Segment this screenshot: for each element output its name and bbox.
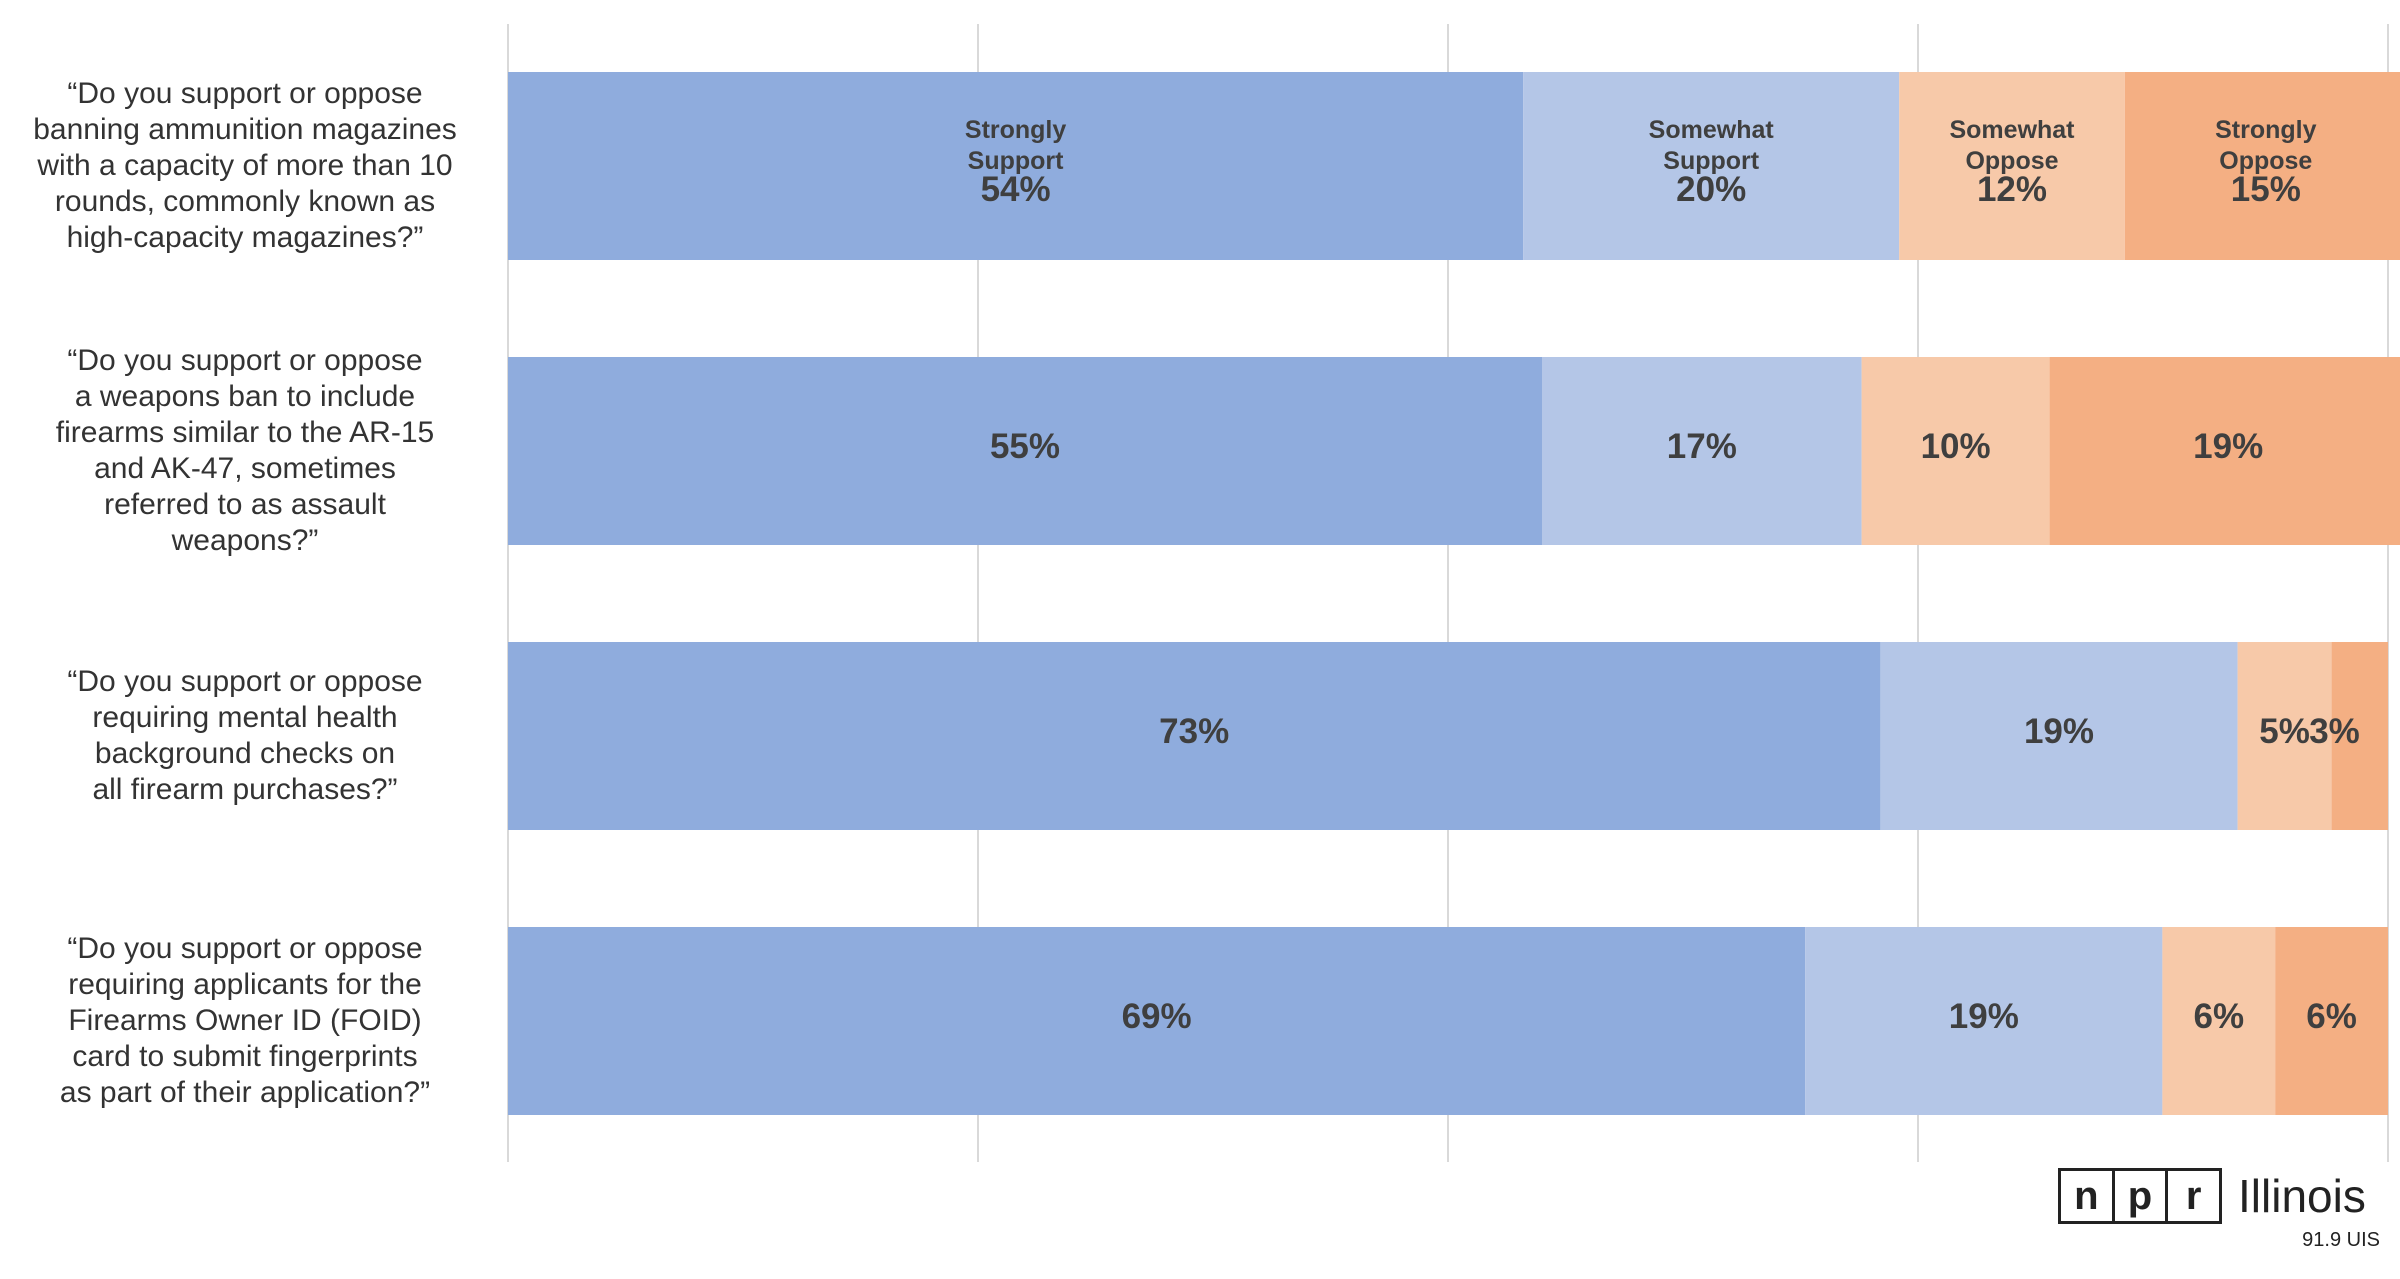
series-name-label: Support [968,147,1064,175]
series-name-label: Strongly [965,116,1066,144]
question-line: firearms similar to the AR-15 [55,416,435,449]
bar-segment [2275,927,2388,1115]
bar-segment [1899,72,2125,260]
series-name-label: Oppose [1965,147,2058,175]
logo-name: Illinois [2238,1170,2366,1222]
question-line: “Do you support or oppose [67,932,423,965]
bar-segment [2124,72,2400,260]
bar-segment [508,642,1881,830]
series-name-label: Strongly [2215,116,2316,144]
question-line: high-capacity magazines?” [66,221,424,254]
bar-segment [508,72,1524,260]
data-label: 54% [981,170,1051,209]
logo-letter-n: n [2061,1171,2115,1221]
npr-illinois-logo: n p r Illinois 91.9 UIS [2058,1168,2388,1260]
bar-segment [2049,357,2400,545]
question-label: “Do you support or oppose a weapons ban t… [0,343,490,559]
question-line: background checks on [94,737,396,770]
question-line: requiring mental health [92,701,398,734]
bar-segment [1805,927,2163,1115]
data-labels: StronglySupport54%SomewhatSupport20%Some… [965,116,2360,1036]
question-label: “Do you support or oppose banning ammunit… [0,76,490,256]
question-line: a weapons ban to include [74,380,416,413]
data-label: 12% [1977,170,2047,209]
data-label: 5% [2259,712,2310,751]
data-label: 20% [1676,170,1746,209]
data-label: 73% [1159,712,1229,751]
data-label: 6% [2194,997,2245,1036]
logo-subtitle: 91.9 UIS [2302,1229,2380,1251]
question-line: with a capacity of more than 10 [37,149,453,182]
data-label: 19% [2193,427,2263,466]
data-label: 6% [2306,997,2357,1036]
logo-letter-p: p [2115,1171,2169,1221]
series-name-label: Support [1663,147,1759,175]
question-line: “Do you support or oppose [67,344,423,377]
data-label: 17% [1667,427,1737,466]
data-label: 69% [1122,997,1192,1036]
question-line: rounds, commonly known as [54,185,436,218]
bar-segment [1542,357,1862,545]
series-name-label: Somewhat [1649,116,1775,144]
question-line: card to submit fingerprints [72,1040,418,1073]
bar-segment [1861,357,2050,545]
series-name-label: Oppose [2219,147,2312,175]
question-line: requiring applicants for the [68,968,422,1001]
question-line: referred to as assault [104,488,386,521]
logo-letter-r: r [2185,1174,2202,1218]
bar-segment [508,927,1806,1115]
question-label: “Do you support or oppose requiring menta… [0,664,490,808]
question-line: as part of their application?” [59,1076,431,1109]
data-label: 55% [990,427,1060,466]
bar-segment [1880,642,2238,830]
question-line: and AK-47, sometimes [94,452,396,485]
question-line: “Do you support or oppose [67,77,423,110]
data-label: 15% [2231,170,2301,209]
bar-segment [2331,642,2388,830]
question-label: “Do you support or oppose requiring appli… [0,931,490,1111]
bars [508,72,2400,1115]
series-name-label: Somewhat [1949,116,2075,144]
question-line: “Do you support or oppose [67,665,423,698]
data-label: 19% [1949,997,2019,1036]
data-label: 19% [2024,712,2094,751]
data-label: 3% [2309,712,2360,751]
question-line: Firearms Owner ID (FOID) [68,1004,422,1037]
question-line: all firearm purchases?” [92,773,398,806]
npr-logo-box: n p r [2058,1168,2222,1224]
bar-segment [508,357,1542,545]
bar-segment [1523,72,1900,260]
bar-segment [2237,642,2332,830]
question-line: banning ammunition magazines [33,113,457,146]
bar-segment [2162,927,2276,1115]
data-label: 10% [1921,427,1991,466]
question-line: weapons?” [171,524,319,557]
